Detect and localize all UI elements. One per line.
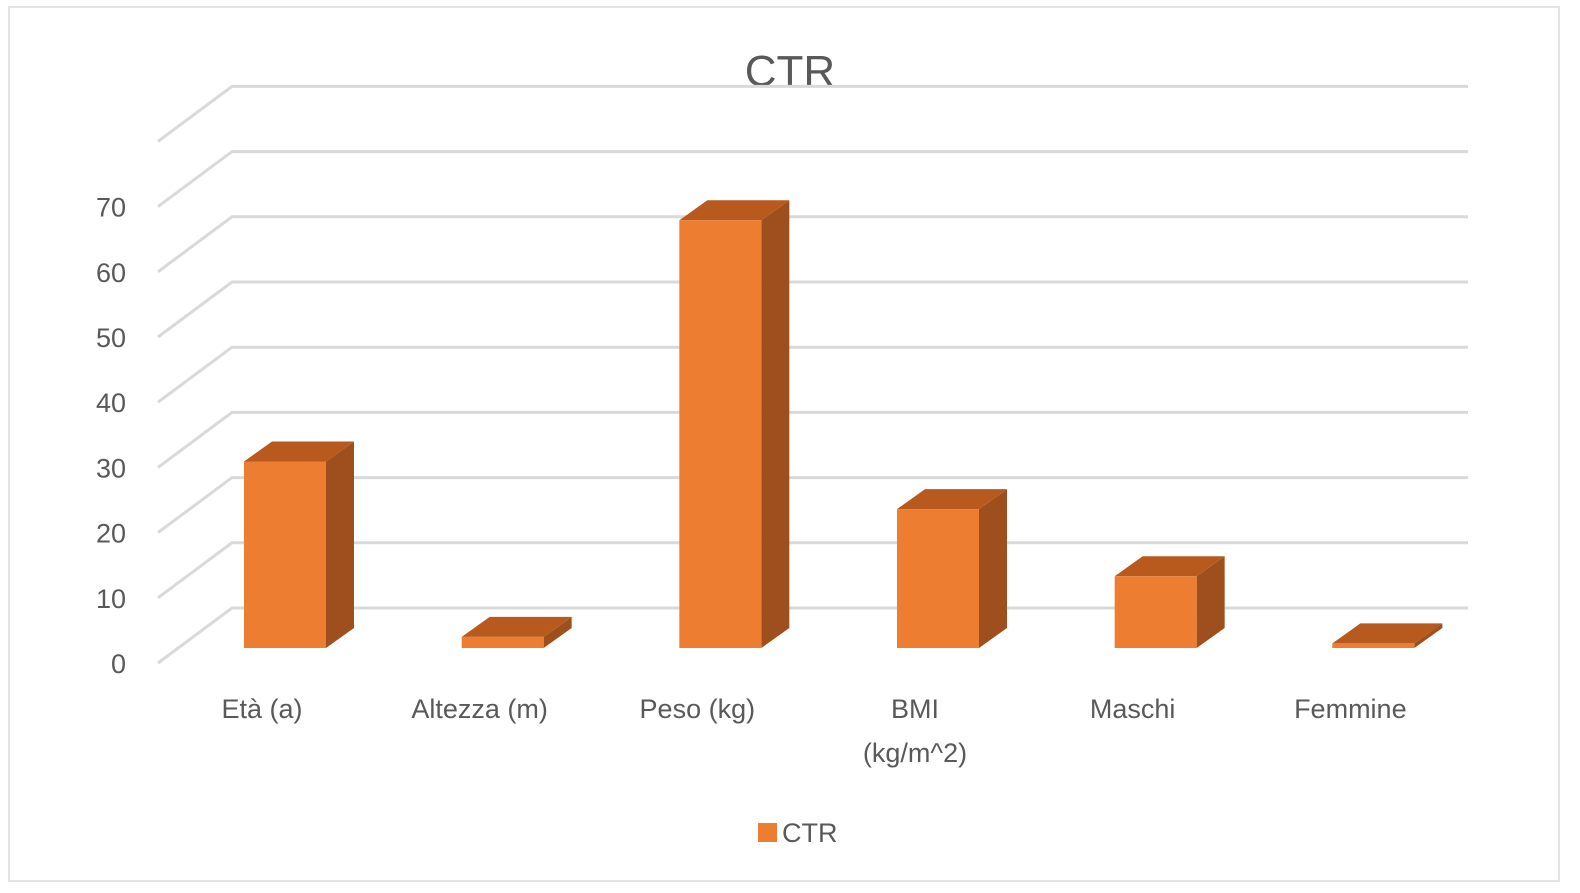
y-tick-label: 0 [111,649,126,679]
bar-front [679,220,762,648]
x-category-label: Maschi [1090,694,1176,724]
x-category-label: BMI (kg/m^2) [863,694,967,768]
x-category-label: Peso (kg) [640,694,756,724]
bar-2 [461,616,572,648]
bar-side [761,200,790,648]
bar-side [1414,623,1443,648]
y-tick-label: 70 [96,193,126,223]
chart-title: CTR [745,47,835,96]
bar-top [897,489,1007,510]
legend: CTR [758,818,838,848]
x-axis-labels: Età (a) Altezza (m) Peso (kg) BMI (kg/m^2) Ma… [221,694,1406,768]
gridlines [157,84,1468,665]
bar-side [979,489,1007,648]
legend-label-ctr: CTR [782,818,838,848]
bar-top [1114,556,1225,577]
bar-5 [1114,556,1225,648]
bar-4 [897,489,1007,648]
gridline [157,215,1468,274]
y-tick-label: 20 [96,519,126,549]
bar-top [679,200,790,221]
bar-front [461,636,544,648]
bar-front [1114,576,1197,648]
gridline [157,476,1468,534]
bars [244,200,1443,648]
x-category-label: Età (a) [221,694,302,724]
y-tick-label: 10 [96,584,126,614]
bar-front [244,461,326,648]
x-category-label: Altezza (m) [411,694,548,724]
gridline [157,541,1468,600]
bar-1 [244,441,354,648]
gridline [157,84,1468,143]
bar-side [326,441,354,648]
bar-front [1332,643,1415,648]
bar-side [543,616,572,648]
bar-top [244,441,354,462]
bar-top [1332,623,1443,644]
bar-6 [1332,623,1443,648]
y-tick-label: 30 [96,453,126,483]
y-tick-label: 40 [96,388,126,418]
gridline [157,150,1468,208]
bar-side [1196,556,1225,648]
gridline [157,410,1468,469]
gridline [157,280,1468,339]
bar-3 [679,200,790,648]
x-category-label: Femmine [1294,694,1407,724]
bar-top [461,616,572,637]
legend-swatch-ctr [758,823,777,842]
bar-front [897,509,979,648]
y-axis-ticks: 0 10 20 30 40 50 60 70 [96,193,126,679]
gridline [157,345,1468,404]
y-tick-label: 50 [96,323,126,353]
gridline [157,606,1468,665]
y-tick-label: 60 [96,258,126,288]
